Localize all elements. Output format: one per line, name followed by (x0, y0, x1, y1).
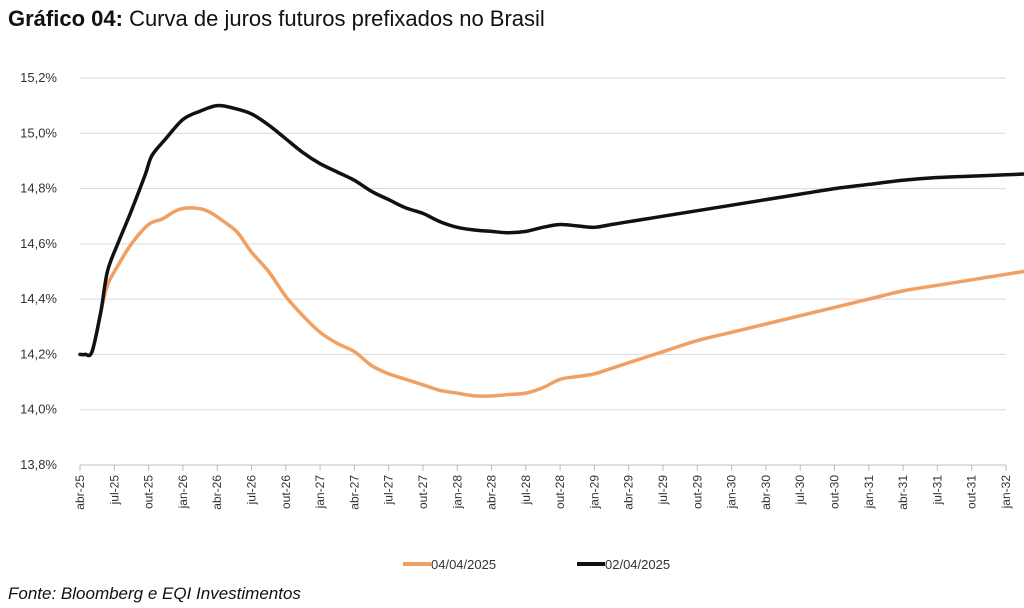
x-tick-label: jan-27 (313, 475, 327, 510)
y-tick-label: 14,2% (20, 346, 57, 361)
x-tick-label: jul-30 (793, 475, 807, 506)
x-tick-label: out-25 (142, 475, 156, 509)
x-tick-label: jul-29 (656, 475, 670, 506)
x-tick-label: jan-32 (999, 475, 1013, 510)
y-tick-label: 13,8% (20, 457, 57, 472)
legend-label-2: 02/04/2025 (605, 557, 670, 572)
x-tick-label: jul-26 (244, 475, 258, 506)
series-line-2 (78, 103, 1024, 358)
gridlines (80, 77, 1006, 466)
x-tick-label: abr-27 (347, 475, 361, 510)
source-note: Fonte: Bloomberg e EQI Investimentos (8, 584, 301, 603)
y-tick-label: 14,6% (20, 236, 57, 251)
legend-label-1: 04/04/2025 (431, 557, 496, 572)
chart-title-text: Curva de juros futuros prefixados no Bra… (129, 6, 545, 31)
y-tick-label: 15,2% (20, 70, 57, 85)
y-tick-label: 14,0% (20, 402, 57, 417)
x-tick-label: jul-28 (519, 475, 533, 506)
x-tick-label: jan-26 (176, 475, 190, 510)
series-lines (78, 103, 1024, 398)
y-tick-label: 14,8% (20, 181, 57, 196)
legend: 04/04/2025 02/04/2025 (403, 557, 670, 572)
x-tick-label: abr-25 (73, 475, 87, 510)
x-tick-label: jan-30 (725, 475, 739, 510)
series-line-1 (78, 206, 1024, 398)
chart-title-prefix: Gráfico 04: (8, 6, 123, 31)
x-tick-label: abr-29 (622, 475, 636, 510)
x-tick-label: abr-30 (759, 475, 773, 510)
x-tick-label: out-28 (553, 475, 567, 509)
x-tick-label: jul-25 (107, 475, 121, 506)
x-tick-label: out-30 (828, 475, 842, 509)
x-tick-label: out-31 (965, 475, 979, 509)
x-tick-label: jul-31 (930, 475, 944, 506)
x-axis: abr-25 jul-25 out-25 jan-26 abr-26 jul-26 out-… (73, 464, 1013, 510)
y-tick-label: 14,4% (20, 291, 57, 306)
x-tick-label: abr-28 (485, 475, 499, 510)
x-tick-label: jan-31 (862, 475, 876, 510)
x-tick-label: abr-26 (210, 475, 224, 510)
x-tick-label: jan-29 (587, 475, 601, 510)
x-tick-label: out-26 (279, 475, 293, 509)
chart-title: Gráfico 04: Curva de juros futuros prefi… (8, 6, 545, 32)
x-tick-label: jan-28 (450, 475, 464, 510)
x-tick-label: jul-27 (382, 475, 396, 506)
x-tick-label: out-27 (416, 475, 430, 509)
y-tick-label: 15,0% (20, 125, 57, 140)
x-tick-label: out-29 (690, 475, 704, 509)
y-axis-tick-labels: 13,8% 14,0% 14,2% 14,4% 14,6% 14,8% 15,0% 15,2% (20, 70, 57, 472)
x-tick-label: abr-31 (896, 475, 910, 510)
